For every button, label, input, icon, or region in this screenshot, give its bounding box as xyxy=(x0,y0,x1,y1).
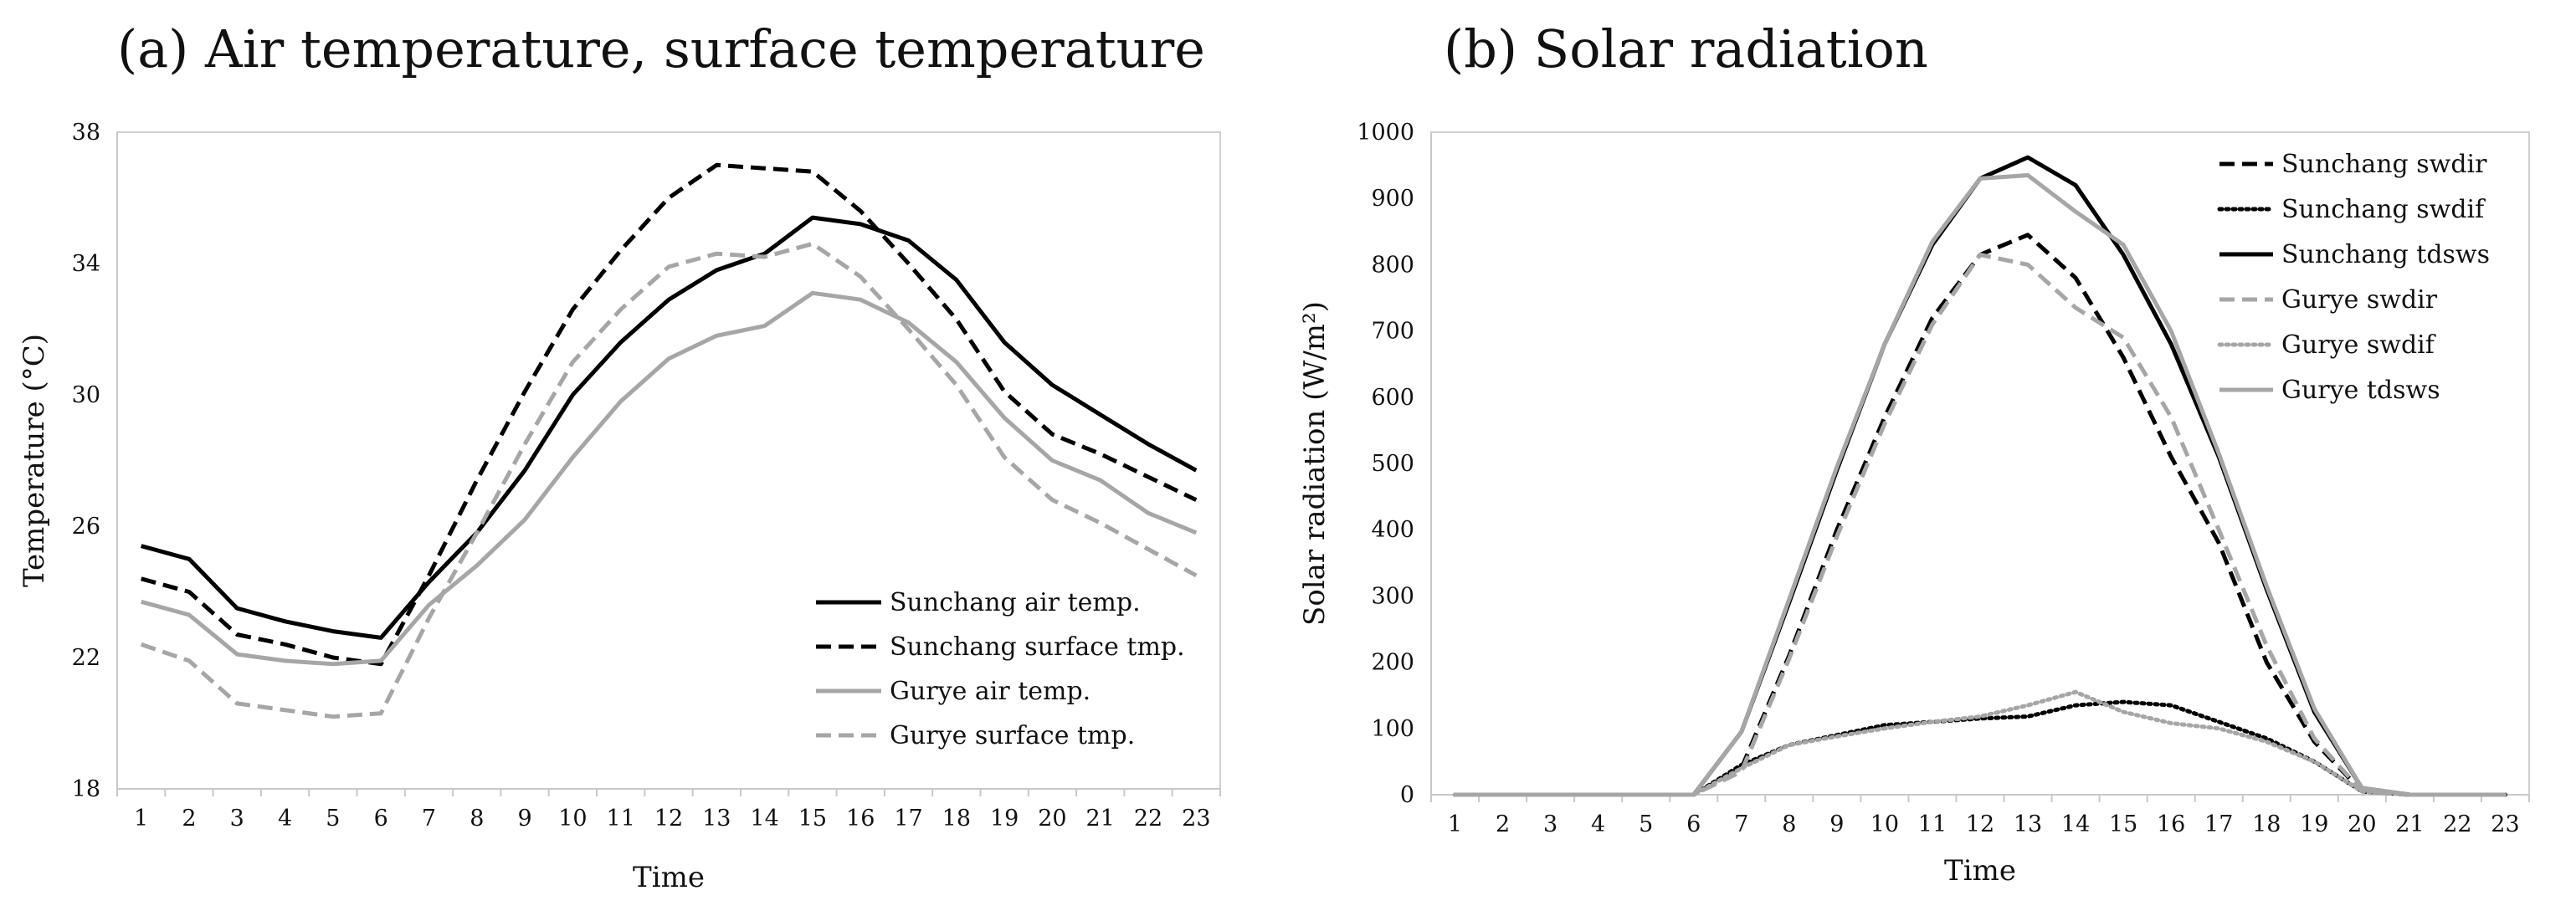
y-tick-label: 400 xyxy=(1371,517,1414,543)
y-tick-label: 26 xyxy=(72,514,100,540)
series-line-0 xyxy=(1455,233,2506,797)
y-tick-label: 22 xyxy=(72,645,100,671)
y-tick-label: 30 xyxy=(72,382,100,408)
x-tick-label: 1 xyxy=(1448,811,1462,837)
y-tick-label: 18 xyxy=(72,776,100,802)
x-tick-label: 1 xyxy=(134,806,148,832)
x-tick-label: 21 xyxy=(2395,811,2424,837)
plot-frame xyxy=(1430,131,2530,796)
x-tick-label: 8 xyxy=(1782,811,1796,837)
chart-a-title: (a) Air temperature, surface temperature xyxy=(117,18,1205,79)
y-tick-label: 900 xyxy=(1371,186,1414,212)
series-line-5 xyxy=(1455,173,2506,797)
legend-label: Gurye surface tmp. xyxy=(890,721,1135,750)
y-tick-label: 200 xyxy=(1371,650,1414,676)
y-tick-label: 300 xyxy=(1371,583,1414,609)
y-tick-label: 800 xyxy=(1371,252,1414,278)
legend-label: Gurye swdif xyxy=(2281,330,2436,360)
series-line-0 xyxy=(141,215,1198,640)
x-tick-label: 18 xyxy=(2252,811,2281,837)
x-tick-label: 6 xyxy=(374,806,388,832)
x-tick-label: 3 xyxy=(230,806,244,832)
x-tick-label: 5 xyxy=(326,806,340,832)
x-tick-label: 2 xyxy=(1496,811,1510,837)
x-tick-label: 9 xyxy=(517,806,531,832)
x-tick-label: 22 xyxy=(2443,811,2471,837)
x-tick-label: 5 xyxy=(1639,811,1653,837)
y-tick-label: 0 xyxy=(1400,782,1414,808)
y-tick-label: 100 xyxy=(1371,716,1414,742)
x-tick-label: 19 xyxy=(2300,811,2328,837)
x-tick-label: 20 xyxy=(1038,806,1066,832)
legend-label: Gurye swdir xyxy=(2281,285,2438,315)
x-tick-label: 16 xyxy=(2157,811,2185,837)
legend-label: Sunchang air temp. xyxy=(890,588,1141,617)
x-tick-label: 16 xyxy=(846,806,875,832)
x-tick-label: 3 xyxy=(1543,811,1557,837)
x-tick-label: 2 xyxy=(182,806,196,832)
x-tick-label: 18 xyxy=(942,806,971,832)
x-axis-label: Time xyxy=(1944,854,2016,888)
legend-label: Sunchang swdif xyxy=(2281,195,2486,224)
x-tick-label: 12 xyxy=(1966,811,1994,837)
x-tick-label: 23 xyxy=(2491,811,2519,837)
y-tick-label: 38 xyxy=(72,120,100,146)
x-tick-label: 4 xyxy=(1591,811,1605,837)
x-tick-label: 11 xyxy=(607,806,635,832)
chart-b-title: (b) Solar radiation xyxy=(1444,18,1928,79)
y-axis-label: Solar radiation (W/m²) xyxy=(1298,301,1332,626)
x-tick-label: 10 xyxy=(558,806,587,832)
series-line-2 xyxy=(141,290,1198,667)
x-tick-label: 15 xyxy=(2109,811,2137,837)
x-tick-label: 9 xyxy=(1829,811,1844,837)
x-tick-label: 11 xyxy=(1918,811,1947,837)
x-tick-label: 19 xyxy=(990,806,1019,832)
x-tick-label: 21 xyxy=(1086,806,1115,832)
y-tick-label: 700 xyxy=(1371,319,1414,345)
x-tick-label: 13 xyxy=(2014,811,2042,837)
x-tick-label: 20 xyxy=(2348,811,2376,837)
x-tick-label: 22 xyxy=(1134,806,1162,832)
x-tick-label: 6 xyxy=(1686,811,1701,837)
y-tick-label: 500 xyxy=(1371,451,1414,477)
x-tick-label: 13 xyxy=(702,806,731,832)
y-axis-label: Temperature (°C) xyxy=(18,334,51,587)
legend-label: Sunchang surface tmp. xyxy=(890,632,1185,662)
y-tick-label: 600 xyxy=(1371,385,1414,411)
legend-label: Sunchang tdsws xyxy=(2281,240,2490,269)
y-tick-label: 34 xyxy=(72,251,100,277)
x-tick-label: 15 xyxy=(798,806,827,832)
y-tick-label: 1000 xyxy=(1357,120,1414,146)
series-line-3 xyxy=(140,241,1198,719)
legend-label: Sunchang swdir xyxy=(2281,150,2487,179)
x-tick-label: 7 xyxy=(1734,811,1748,837)
x-tick-label: 14 xyxy=(750,806,778,832)
series-line-3 xyxy=(1455,253,2506,797)
x-tick-label: 7 xyxy=(422,806,436,832)
x-tick-label: 14 xyxy=(2061,811,2090,837)
x-tick-label: 17 xyxy=(894,806,922,832)
x-tick-label: 10 xyxy=(1870,811,1899,837)
x-tick-label: 4 xyxy=(278,806,292,832)
x-axis-label: Time xyxy=(633,861,705,894)
legend-label: Gurye tdsws xyxy=(2281,376,2440,405)
x-tick-label: 23 xyxy=(1182,806,1210,832)
x-tick-label: 17 xyxy=(2204,811,2233,837)
legend-label: Gurye air temp. xyxy=(890,677,1090,706)
x-tick-label: 8 xyxy=(470,806,484,832)
x-tick-label: 12 xyxy=(654,806,683,832)
